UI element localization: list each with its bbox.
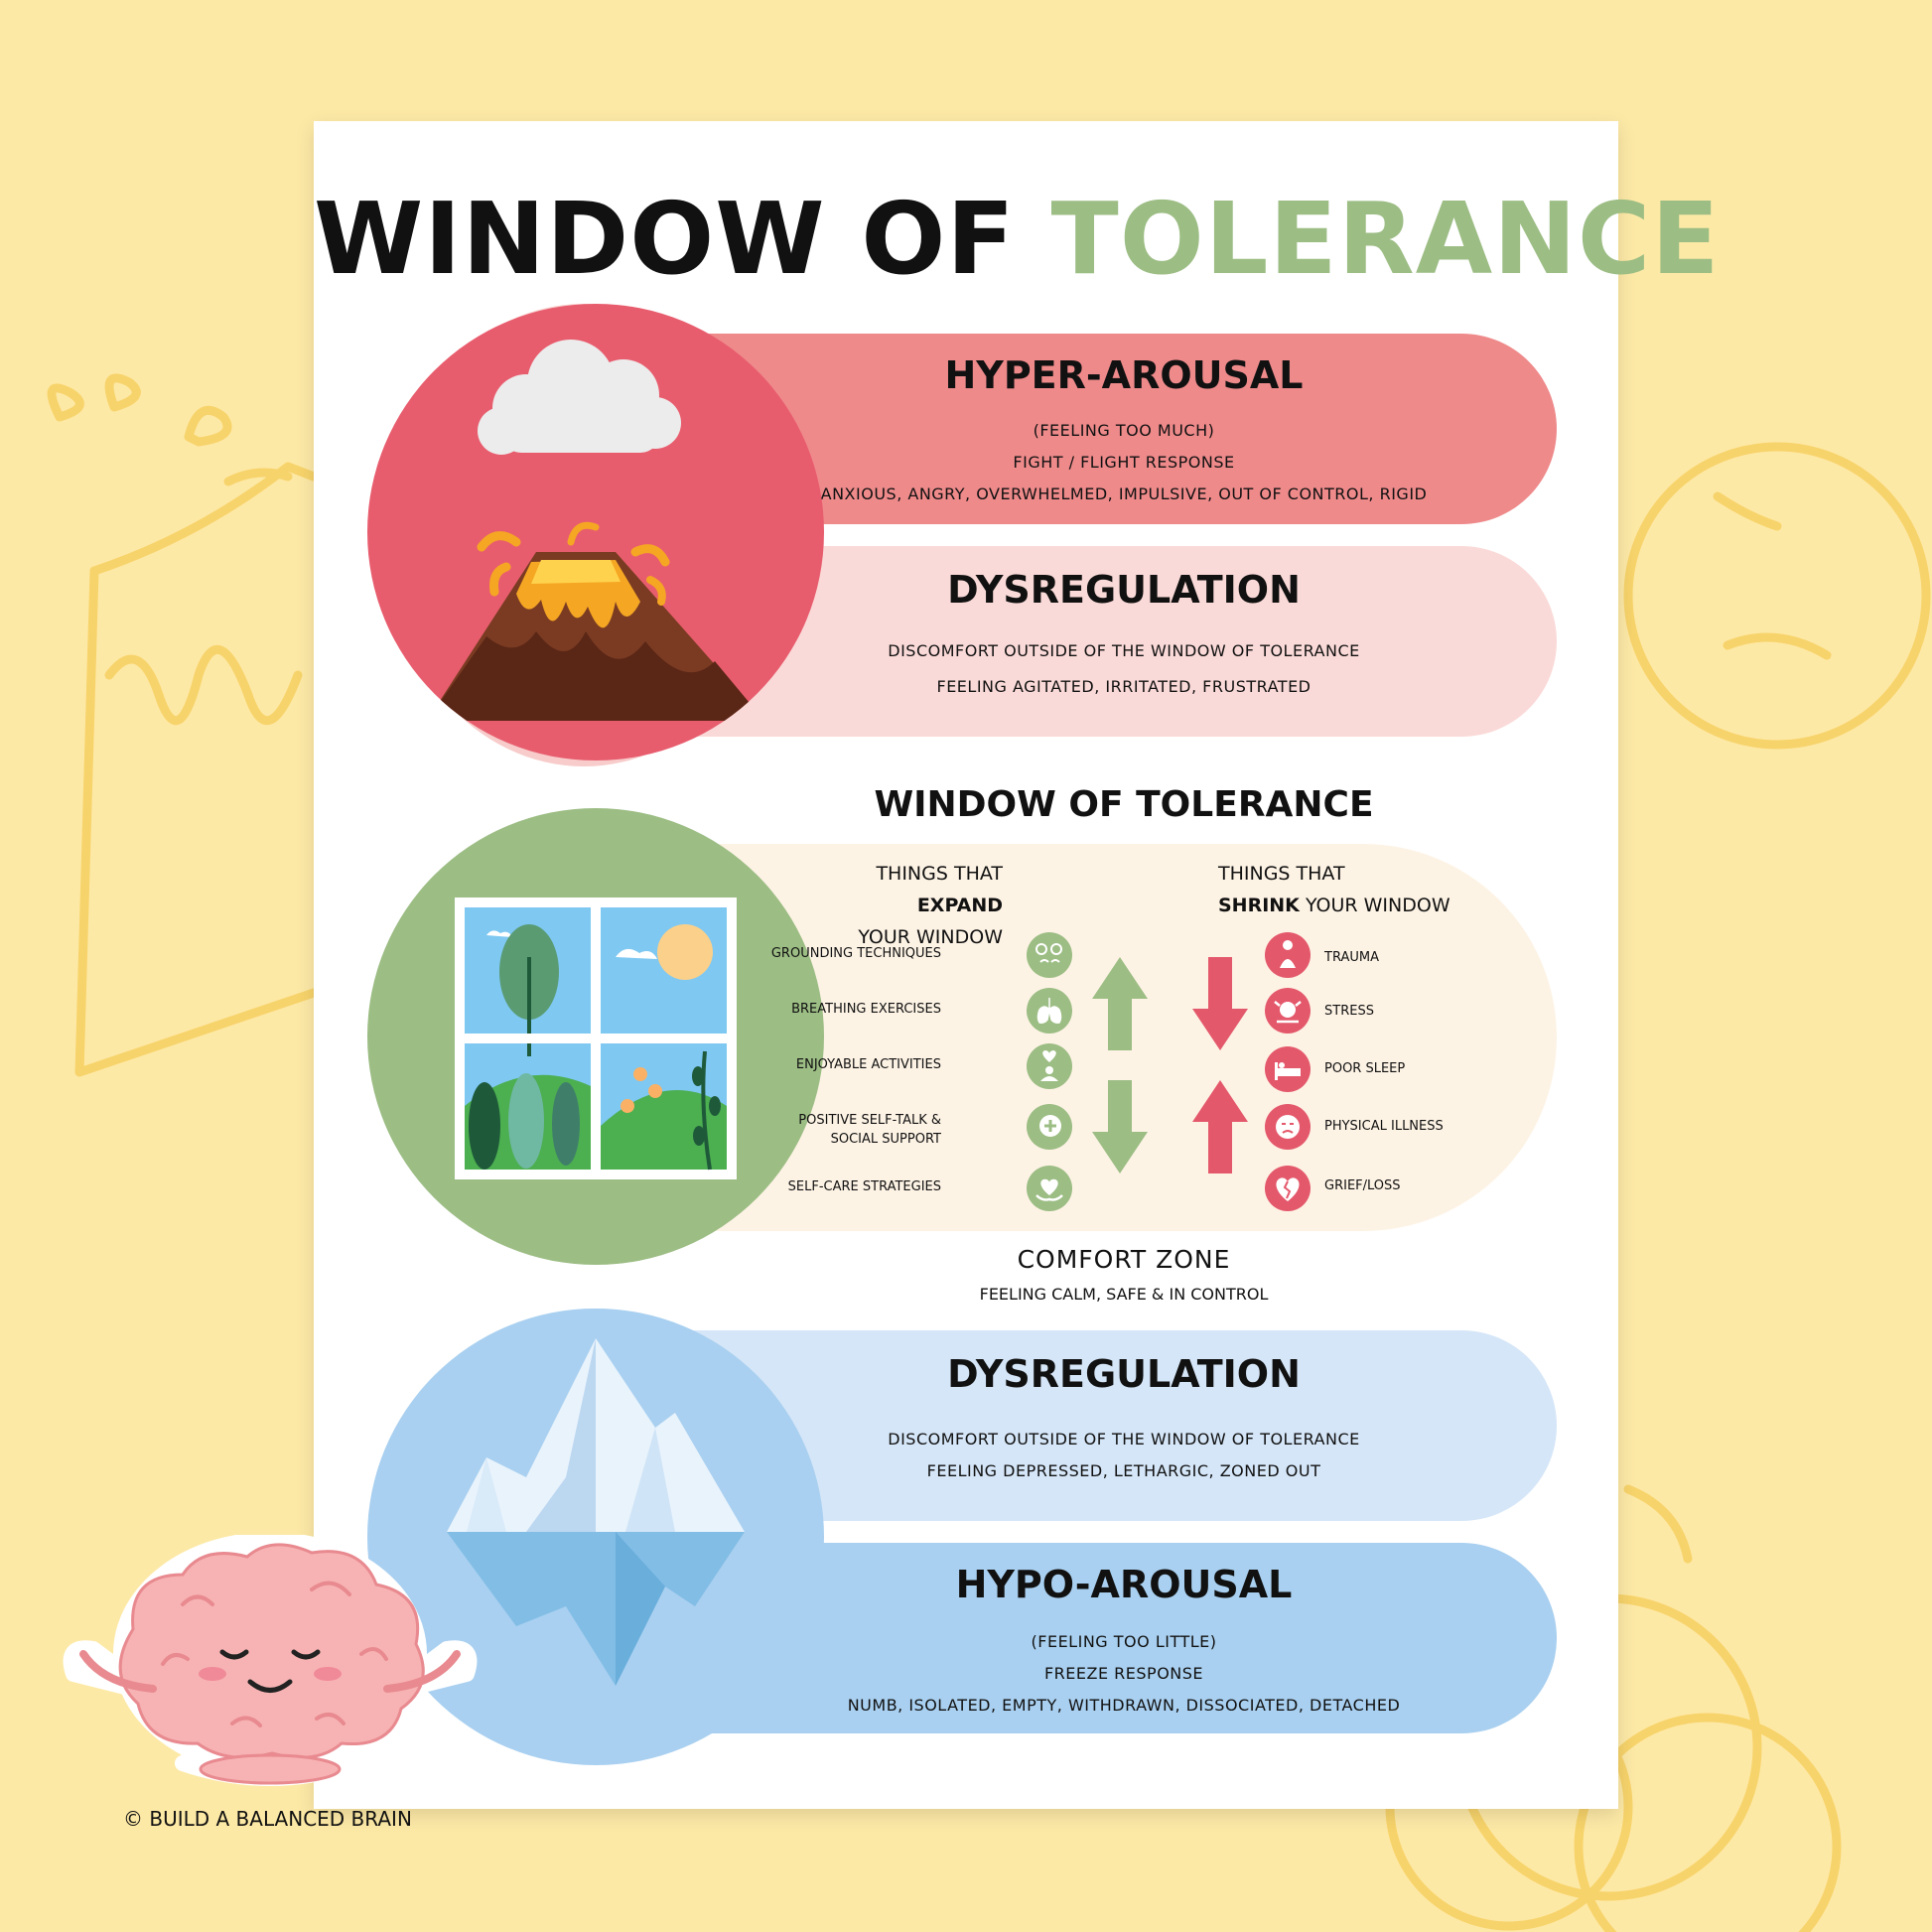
hyper-line-1: (FEELING TOO MUCH) (1033, 421, 1215, 440)
expand-header: THINGS THAT EXPAND YOUR WINDOW (790, 858, 1003, 953)
expand-item-grounding: GROUNDING TECHNIQUES (770, 946, 941, 961)
expand-down-arrow-icon (1092, 1080, 1148, 1173)
expand-header-post: YOUR WINDOW (858, 926, 1003, 948)
dysregulation-bottom-band: DYSREGULATION DISCOMFORT OUTSIDE OF THE … (691, 1330, 1557, 1521)
window-circle (367, 808, 824, 1265)
broken-heart-icon (1265, 1166, 1311, 1211)
stress-icon (1265, 988, 1311, 1034)
hyper-arousal-band: HYPER-AROUSAL (FEELING TOO MUCH) FIGHT /… (691, 334, 1557, 524)
hyper-line-2: FIGHT / FLIGHT RESPONSE (1013, 453, 1235, 472)
shrink-item-physical-illness: PHYSICAL ILLNESS (1324, 1119, 1444, 1134)
expand-up-arrow-icon (1092, 957, 1148, 1050)
iceberg-circle (367, 1309, 824, 1765)
shrink-header: THINGS THAT SHRINK YOUR WINDOW (1218, 858, 1476, 921)
brain-mascot-icon (63, 1535, 478, 1786)
window-icon (455, 897, 737, 1179)
shrink-item-grief: GRIEF/LOSS (1324, 1178, 1401, 1193)
dysregulation-top-band: DYSREGULATION DISCOMFORT OUTSIDE OF THE … (691, 546, 1557, 737)
window-of-tolerance-heading: WINDOW OF TOLERANCE (874, 784, 1374, 825)
hypo-line-1: (FEELING TOO LITTLE) (1031, 1632, 1217, 1651)
title-part2: TOLERANCE (1050, 181, 1721, 297)
expand-item-social: SOCIAL SUPPORT (830, 1132, 941, 1147)
expand-item-enjoyable: ENJOYABLE ACTIVITIES (795, 1057, 941, 1072)
page-title: WINDOW OF TOLERANCE (314, 181, 1720, 297)
poor-sleep-icon (1265, 1046, 1311, 1092)
copyright-text: © BUILD A BALANCED BRAIN (123, 1807, 412, 1831)
dys-top-line-2: FEELING AGITATED, IRRITATED, FRUSTRATED (936, 677, 1311, 696)
dys-bottom-line-2: FEELING DEPRESSED, LETHARGIC, ZONED OUT (926, 1461, 1321, 1480)
expand-item-breathing: BREATHING EXERCISES (791, 1002, 941, 1017)
self-care-icon (1027, 1166, 1072, 1211)
shrink-header-post: YOUR WINDOW (1299, 895, 1450, 916)
expand-header-bold: EXPAND (916, 895, 1003, 916)
speech-plus-icon (1027, 1104, 1072, 1150)
lungs-icon (1027, 988, 1072, 1034)
hypo-line-3: NUMB, ISOLATED, EMPTY, WITHDRAWN, DISSOC… (847, 1696, 1401, 1715)
poster-sheet: WINDOW OF TOLERANCE HYPER-AROUSAL (FEELI… (314, 121, 1720, 1809)
hyper-arousal-heading: HYPER-AROUSAL (944, 353, 1304, 397)
title-part1: WINDOW OF (314, 181, 1016, 297)
hypo-arousal-heading: HYPO-AROUSAL (955, 1563, 1293, 1606)
shrink-header-pre: THINGS THAT (1218, 863, 1345, 885)
shrink-up-arrow-icon (1192, 1080, 1248, 1173)
heart-person-icon (1027, 1043, 1072, 1089)
dysregulation-bottom-heading: DYSREGULATION (947, 1352, 1301, 1396)
grounding-icon (1027, 932, 1072, 978)
comfort-zone-title: COMFORT ZONE (1017, 1245, 1231, 1274)
expand-header-pre: THINGS THAT (876, 863, 1003, 885)
iceberg-icon (447, 1338, 745, 1686)
trauma-icon (1265, 932, 1311, 978)
hypo-arousal-band: HYPO-AROUSAL (FEELING TOO LITTLE) FREEZE… (691, 1543, 1557, 1733)
physical-illness-icon (1265, 1104, 1311, 1150)
comfort-zone-sub: FEELING CALM, SAFE & IN CONTROL (979, 1285, 1269, 1304)
dys-bottom-line-1: DISCOMFORT OUTSIDE OF THE WINDOW OF TOLE… (888, 1430, 1360, 1449)
volcano-icon (427, 340, 764, 721)
hypo-line-2: FREEZE RESPONSE (1043, 1664, 1204, 1683)
shrink-header-bold: SHRINK (1218, 895, 1300, 916)
expand-item-positive: POSITIVE SELF-TALK & (798, 1113, 941, 1128)
hyper-line-3: ANXIOUS, ANGRY, OVERWHELMED, IMPULSIVE, … (820, 484, 1428, 503)
shrink-item-poor-sleep: POOR SLEEP (1324, 1061, 1406, 1076)
volcano-circle (367, 304, 824, 760)
dys-top-line-1: DISCOMFORT OUTSIDE OF THE WINDOW OF TOLE… (888, 641, 1360, 660)
shrink-down-arrow-icon (1192, 957, 1248, 1050)
shrink-item-stress: STRESS (1324, 1004, 1374, 1019)
shrink-item-trauma: TRAUMA (1324, 950, 1379, 965)
expand-item-selfcare: SELF-CARE STRATEGIES (787, 1179, 941, 1194)
dysregulation-top-heading: DYSREGULATION (947, 568, 1301, 612)
